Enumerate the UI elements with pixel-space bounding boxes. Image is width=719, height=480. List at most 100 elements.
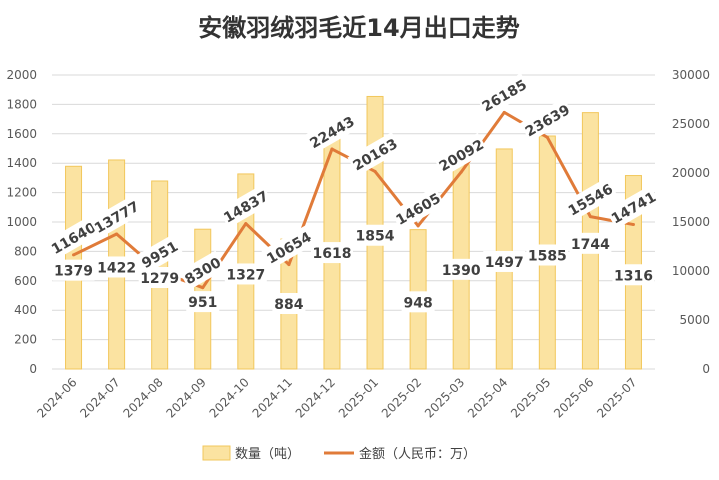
x-tick-label: 2025-05 <box>508 375 553 420</box>
bar-value-label-group: 1497 <box>483 250 526 272</box>
bar-value-label-group: 1390 <box>440 258 483 280</box>
line-value-label-bg <box>218 184 273 229</box>
line-value-label-bg <box>605 185 661 229</box>
line-value-label-bg <box>476 73 532 117</box>
bar-value-label-group: 1618 <box>310 242 353 264</box>
line-value-label-bg <box>562 177 618 222</box>
bar-value-label-bg <box>186 291 220 313</box>
bar-value-label-bg <box>272 293 306 314</box>
x-axis: 2024-062024-072024-082024-092024-102024-… <box>34 375 639 420</box>
x-tick-label: 2024-10 <box>207 375 252 420</box>
bar-value-label: 884 <box>274 297 303 313</box>
y-right-tick-label: 10000 <box>672 264 710 278</box>
bar-value-label-bg <box>483 250 526 272</box>
line-value-label-group: 26185 <box>476 73 532 117</box>
bar-value-label: 948 <box>403 295 432 311</box>
bar-value-label-group: 1422 <box>95 256 138 278</box>
line-value-label-bg <box>390 186 446 231</box>
y-left-tick-label: 1000 <box>6 215 37 229</box>
bar-value-label: 1585 <box>528 249 567 265</box>
line-point <box>287 263 291 267</box>
left-axis: 0 200 400 600 800 1000 1200 1400 1600 1800 2000 <box>6 68 37 376</box>
line-value-label-group: 23639 <box>519 98 575 142</box>
line-point <box>330 147 334 151</box>
line-value-label-bg <box>135 234 183 274</box>
bar-value-label-group: 1327 <box>224 263 267 285</box>
y-left-tick-label: 0 <box>29 362 37 376</box>
line-value-label-bg <box>304 109 360 154</box>
y-right-tick-label: 0 <box>702 362 710 376</box>
line-point <box>244 222 248 226</box>
y-left-tick-label: 600 <box>14 274 37 288</box>
bar-value-label: 1744 <box>571 237 610 253</box>
y-left-tick-label: 1600 <box>6 127 37 141</box>
x-tick-label: 2025-02 <box>379 375 424 420</box>
bar-value-label: 1854 <box>356 229 395 245</box>
chart-title: 安徽羽绒羽毛近14月出口走势 <box>198 14 519 42</box>
y-left-tick-label: 1400 <box>6 156 37 170</box>
line-point <box>588 215 592 219</box>
bar-value-label-bg <box>401 291 435 313</box>
bar-value-label-group: 951 <box>186 291 220 313</box>
y-right-tick-label: 15000 <box>672 215 710 229</box>
y-right-tick-label: 25000 <box>672 117 710 131</box>
line-value-label-bg <box>179 250 226 290</box>
x-tick-label: 2025-03 <box>422 375 467 420</box>
bar-value-label-group: 1279 <box>138 266 181 288</box>
bar-value-label: 1327 <box>226 267 265 283</box>
line-value-label-bg <box>347 132 403 176</box>
line-value-label-bg <box>519 98 575 142</box>
line-point <box>201 286 205 290</box>
x-tick-label: 2024-06 <box>34 375 79 420</box>
line-point <box>416 224 420 228</box>
legend-bar-swatch <box>202 445 231 461</box>
bar-value-label-bg <box>310 242 353 264</box>
bar-value-label: 1316 <box>614 268 653 284</box>
x-tick-label: 2024-07 <box>77 375 122 420</box>
y-left-tick-label: 800 <box>14 244 37 258</box>
line-point <box>373 169 377 173</box>
x-tick-label: 2024-08 <box>120 375 165 420</box>
x-tick-label: 2024-09 <box>164 375 209 420</box>
bar-value-label-group: 1854 <box>354 224 397 246</box>
bar-value-label-bg <box>440 258 483 280</box>
x-tick-label: 2024-11 <box>250 375 295 420</box>
x-tick-label: 2025-07 <box>594 375 639 420</box>
bar-value-label-bg <box>138 266 181 288</box>
line-point <box>459 170 463 174</box>
x-tick-label: 2025-06 <box>551 375 596 420</box>
y-left-tick-label: 1800 <box>6 97 37 111</box>
right-axis: 0 5000 10000 15000 20000 25000 30000 <box>672 68 710 376</box>
y-left-tick-label: 200 <box>14 333 37 347</box>
legend-line-label: 金额（人民币：万） <box>359 446 476 462</box>
y-left-tick-label: 2000 <box>6 68 37 82</box>
bar-value-label-bg <box>52 259 95 281</box>
line-value-label-bg <box>89 194 144 239</box>
bar-value-label-bg <box>354 224 397 246</box>
bar-value-label-bg <box>224 263 267 285</box>
y-left-tick-label: 400 <box>14 303 37 317</box>
line-value-label-bg <box>261 225 316 270</box>
y-right-tick-label: 5000 <box>679 313 710 327</box>
bar-value-label: 1390 <box>442 263 481 279</box>
bar-series <box>65 95 642 370</box>
bar-value-label: 951 <box>188 295 217 311</box>
bar-value-label-group: 1744 <box>569 232 612 254</box>
bar-value-label: 1379 <box>54 264 93 280</box>
bar-value-label-group: 948 <box>401 291 435 313</box>
bar-value-label-group: 1316 <box>612 264 655 286</box>
bar-value-label-bg <box>526 244 569 266</box>
line-value-label-bg <box>433 132 489 177</box>
bar-value-label-bg <box>612 264 655 286</box>
bar-value-label: 1279 <box>140 271 179 287</box>
bar-value-label-bg <box>569 232 612 254</box>
legend-bar-label: 数量（吨） <box>235 447 300 462</box>
bar-value-label-group: 1379 <box>52 259 95 281</box>
bar-value-label: 1497 <box>485 255 524 271</box>
line-value-label-bg <box>45 215 101 260</box>
legend: 数量（吨） 金额（人民币：万） <box>202 445 476 462</box>
x-tick-label: 2025-04 <box>465 375 510 420</box>
bar-value-label: 1618 <box>312 246 351 262</box>
x-tick-label: 2024-12 <box>293 375 338 420</box>
